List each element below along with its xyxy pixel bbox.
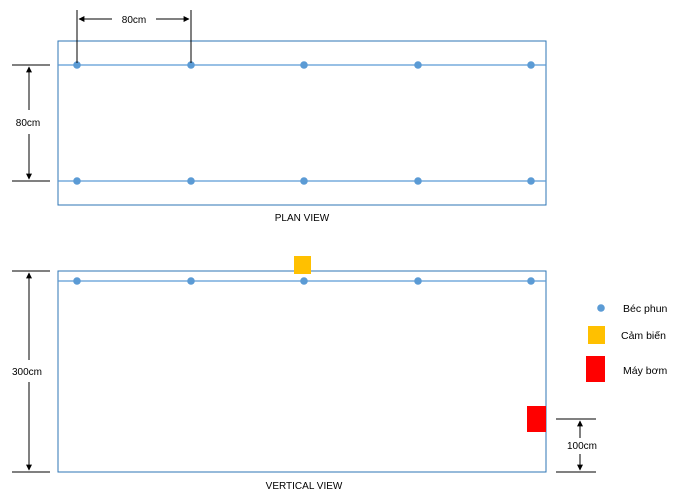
nozzle [73, 177, 81, 185]
nozzle-icon [597, 304, 605, 312]
vertical-frame [57, 270, 547, 473]
legend-label: Máy bơm [623, 365, 667, 377]
nozzle [300, 277, 308, 285]
pump [527, 406, 546, 432]
nozzle [187, 177, 195, 185]
sensor [294, 256, 311, 274]
pump-height-dimension: 100cm [556, 418, 597, 473]
nozzle [300, 177, 308, 185]
row-gap-label: 80cm [16, 118, 40, 129]
spacing-label: 80cm [122, 15, 146, 26]
nozzle [527, 61, 535, 69]
height-dimension: 300cm [12, 270, 50, 473]
plan-view: 80cm 80cm PLAN VIEW [12, 10, 547, 224]
nozzle [187, 277, 195, 285]
row-gap-dimension: 80cm [12, 64, 50, 182]
nozzle [414, 277, 422, 285]
legend-item-sensor: Cảm biến [588, 326, 666, 344]
pump-height-label: 100cm [567, 441, 597, 452]
vertical-view: 300cm 100cm VERTICAL VIEW [12, 256, 597, 492]
legend-item-pump: Máy bơm [586, 356, 667, 382]
height-label: 300cm [12, 367, 42, 378]
plan-nozzles-top [73, 61, 535, 69]
nozzle [300, 61, 308, 69]
nozzle [527, 177, 535, 185]
nozzle [73, 61, 81, 69]
nozzle [187, 61, 195, 69]
legend-label: Cảm biến [621, 330, 666, 342]
plan-nozzles-bottom [73, 177, 535, 185]
nozzle [73, 277, 81, 285]
sensor-icon [588, 326, 605, 344]
plan-view-caption: PLAN VIEW [275, 213, 330, 224]
nozzle [414, 177, 422, 185]
legend-label: Béc phun [623, 303, 668, 315]
vertical-nozzles [73, 277, 535, 285]
plan-frame [57, 40, 547, 206]
legend: Béc phun Cảm biến Máy bơm [586, 303, 668, 382]
nozzle [414, 61, 422, 69]
spacing-dimension: 80cm [76, 10, 192, 63]
legend-item-nozzle: Béc phun [597, 303, 668, 315]
nozzle [527, 277, 535, 285]
vertical-view-caption: VERTICAL VIEW [266, 481, 343, 492]
pump-icon [586, 356, 605, 382]
